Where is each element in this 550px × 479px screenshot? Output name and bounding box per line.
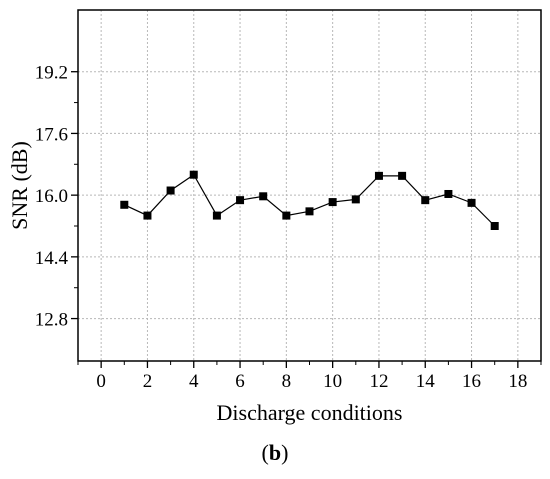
y-tick-label: 12.8: [35, 310, 68, 331]
x-tick-label: 18: [508, 371, 527, 392]
x-tick-label: 4: [189, 371, 199, 392]
x-tick-label: 12: [369, 371, 388, 392]
data-point: [212, 211, 221, 220]
series-line: [124, 173, 496, 227]
x-tick-label: 10: [323, 371, 342, 392]
x-axis-title: Discharge conditions: [217, 400, 403, 425]
data-point: [143, 211, 152, 220]
data-point: [166, 186, 175, 195]
data-point: [490, 222, 499, 230]
plot-frame: [77, 9, 542, 362]
data-point: [189, 170, 198, 179]
x-tick-label: 6: [235, 371, 245, 392]
data-point: [305, 207, 314, 216]
y-tick-label: 19.2: [35, 63, 68, 84]
data-point: [282, 211, 291, 220]
y-tick-labels: 12.8 14.4 16.0 17.6 19.2: [35, 63, 69, 331]
data-point: [444, 189, 453, 198]
grid-lines: [78, 10, 541, 361]
x-tick-label: 0: [96, 371, 106, 392]
y-tick-label: 17.6: [35, 124, 68, 145]
data-point: [120, 200, 129, 209]
x-tick-label: 16: [462, 371, 481, 392]
data-point: [374, 171, 383, 180]
x-tick-label: 2: [143, 371, 153, 392]
y-tick-label: 14.4: [35, 248, 69, 269]
x-tick-labels: 0 2 4 6 8 10 12 14 16 18: [96, 371, 527, 392]
data-point: [351, 195, 360, 204]
axis-ticks: [71, 71, 542, 368]
panel-label-letter: b: [268, 440, 282, 465]
chart: 0 2 4 6 8 10 12 14 16 18 12.8 14.4 16.0 17.6 19.2 Dis…: [7, 9, 542, 425]
data-point: [467, 198, 476, 207]
y-tick-label: 16.0: [35, 186, 68, 207]
data-point: [328, 198, 337, 207]
data-series: [120, 170, 499, 230]
data-point: [259, 192, 268, 201]
x-tick-label: 14: [416, 371, 436, 392]
data-point: [421, 196, 430, 205]
x-tick-label: 8: [282, 371, 292, 392]
data-point: [398, 171, 407, 180]
data-point: [236, 196, 245, 205]
panel-label: (b): [261, 440, 289, 465]
y-axis-title: SNR (dB): [7, 141, 32, 230]
